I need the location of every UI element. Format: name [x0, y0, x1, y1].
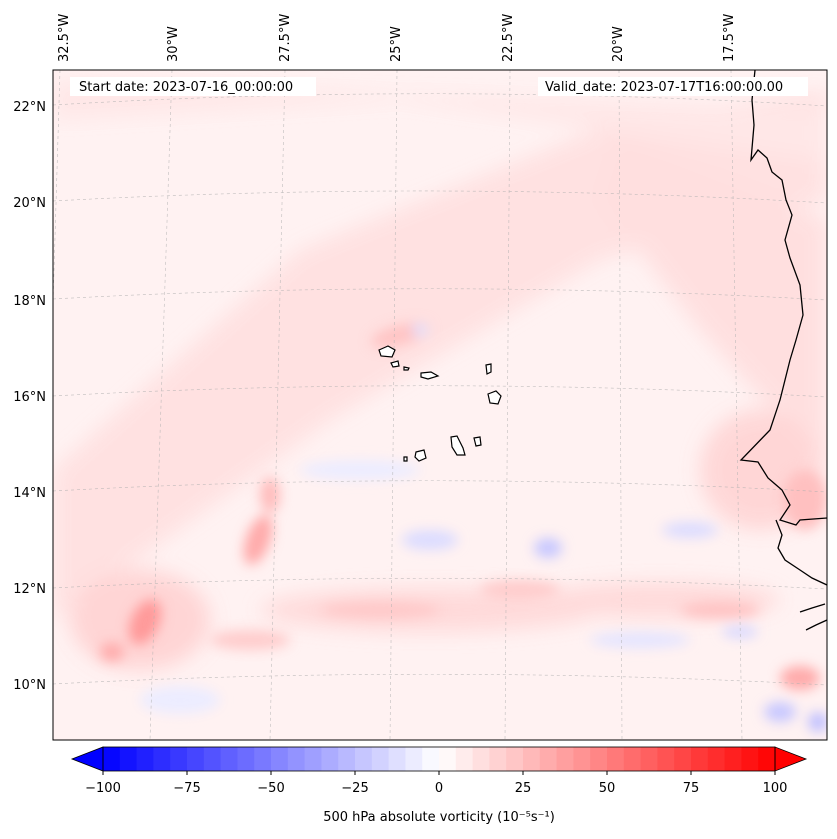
colorbar-segment: [103, 747, 121, 771]
colorbar-segment: [170, 747, 188, 771]
colorbar-segment: [254, 747, 272, 771]
colorbar-segment: [388, 747, 406, 771]
longitude-labels: 32.5°W 30°W 27.5°W 25°W 22.5°W 20°W 17.5…: [57, 14, 737, 62]
start-date-box: Start date: 2023-07-16_00:00:00: [70, 77, 316, 96]
colorbar-segment: [691, 747, 709, 771]
start-date-label: Start date: 2023-07-16_00:00:00: [79, 80, 293, 95]
colorbar-segment: [220, 747, 238, 771]
colorbar-segment: [237, 747, 255, 771]
colorbar-segment: [455, 747, 474, 771]
colorbar-segment: [472, 747, 490, 771]
colorbar-segment: [119, 747, 138, 771]
cbar-tick-label: −50: [257, 781, 284, 796]
colorbar-segment: [287, 747, 306, 771]
colorbar-segment: [590, 747, 608, 771]
lat-label-10n: 10°N: [13, 678, 46, 693]
colorbar-segment: [271, 747, 289, 771]
colorbar-segment: [674, 747, 692, 771]
colorbar-segment: [153, 747, 171, 771]
colorbar-low-arrow: [70, 746, 104, 772]
lat-label-22n: 22°N: [13, 100, 46, 115]
colorbar-segment: [657, 747, 675, 771]
cbar-tick-label: −100: [85, 781, 121, 796]
cbar-tick-label: 0: [435, 781, 443, 796]
map-frame: [52, 69, 828, 741]
colorbar-segments: [103, 747, 776, 771]
lon-label-32-5w: 32.5°W: [57, 14, 72, 62]
cbar-tick-label: 100: [763, 781, 788, 796]
vorticity-field: [53, 70, 827, 740]
lon-label-27-5w: 27.5°W: [278, 14, 293, 62]
valid-date-label: Valid_date: 2023-07-17T16:00:00.00: [545, 80, 783, 95]
lat-label-14n: 14°N: [13, 486, 46, 501]
cape-verde-islands: [378, 345, 502, 462]
colorbar-segment: [724, 747, 742, 771]
lat-label-16n: 16°N: [13, 390, 46, 405]
colorbar-segment: [506, 747, 524, 771]
cbar-tick-label: −75: [173, 781, 200, 796]
colorbar-segment: [338, 747, 356, 771]
colorbar-segment: [623, 747, 642, 771]
latitude-labels: 22°N 20°N 18°N 16°N 14°N 12°N 10°N: [13, 100, 46, 693]
cbar-tick-label: −25: [341, 781, 368, 796]
cbar-tick-label: 75: [683, 781, 700, 796]
colorbar-segment: [640, 747, 658, 771]
colorbar: −100 −75 −50 −25 0 25 50 75 100 500 hPa …: [70, 746, 808, 825]
lat-label-18n: 18°N: [13, 294, 46, 309]
lon-label-22-5w: 22.5°W: [501, 14, 516, 62]
colorbar-segment: [355, 747, 373, 771]
colorbar-segment: [321, 747, 339, 771]
colorbar-segment: [758, 747, 776, 771]
colorbar-high-arrow: [774, 746, 808, 772]
colorbar-segment: [707, 747, 726, 771]
cbar-tick-label: 25: [515, 781, 532, 796]
colorbar-segment: [539, 747, 558, 771]
colorbar-segment: [371, 747, 390, 771]
colorbar-segment: [523, 747, 541, 771]
colorbar-segment: [304, 747, 322, 771]
lat-label-20n: 20°N: [13, 196, 46, 211]
colorbar-label: 500 hPa absolute vorticity (10⁻⁵s⁻¹): [323, 810, 555, 825]
lon-label-25w: 25°W: [389, 26, 404, 62]
lon-label-30w: 30°W: [166, 26, 181, 62]
lat-label-12n: 12°N: [13, 582, 46, 597]
graticule-lines: [53, 70, 827, 740]
colorbar-segment: [187, 747, 205, 771]
cbar-tick-label: 50: [599, 781, 616, 796]
lon-label-20w: 20°W: [611, 26, 626, 62]
colorbar-segment: [203, 747, 222, 771]
coastline: [739, 70, 827, 631]
colorbar-segment: [439, 747, 457, 771]
colorbar-segment: [405, 747, 423, 771]
colorbar-segment: [489, 747, 507, 771]
colorbar-segment: [741, 747, 759, 771]
colorbar-segment: [607, 747, 625, 771]
valid-date-box: Valid_date: 2023-07-17T16:00:00.00: [538, 77, 808, 96]
colorbar-segment: [556, 747, 574, 771]
colorbar-segment: [573, 747, 591, 771]
colorbar-segment: [422, 747, 440, 771]
colorbar-ticks: −100 −75 −50 −25 0 25 50 75 100: [85, 771, 787, 796]
lon-label-17-5w: 17.5°W: [722, 14, 737, 62]
colorbar-segment: [136, 747, 154, 771]
